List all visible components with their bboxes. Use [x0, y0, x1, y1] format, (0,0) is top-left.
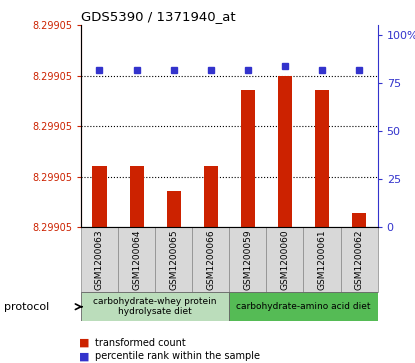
Bar [166, 191, 181, 227]
Text: ■: ■ [79, 338, 89, 348]
Text: transformed count: transformed count [95, 338, 186, 348]
Text: carbohydrate-amino acid diet: carbohydrate-amino acid diet [236, 302, 371, 311]
Text: GSM1200066: GSM1200066 [206, 229, 215, 290]
Text: GSM1200065: GSM1200065 [169, 229, 178, 290]
Bar [155, 227, 192, 292]
Bar [229, 227, 266, 292]
Bar [229, 292, 378, 321]
Bar [192, 227, 229, 292]
Text: carbohydrate-whey protein
hydrolysate diet: carbohydrate-whey protein hydrolysate di… [93, 297, 217, 317]
Bar [241, 90, 255, 227]
Text: GSM1200060: GSM1200060 [281, 229, 289, 290]
Text: GSM1200062: GSM1200062 [354, 229, 364, 290]
Bar [118, 227, 155, 292]
Text: GSM1200064: GSM1200064 [132, 229, 141, 290]
Bar [81, 227, 118, 292]
Bar [352, 213, 366, 227]
Bar [303, 227, 341, 292]
Text: ■: ■ [79, 351, 89, 362]
Bar [204, 167, 218, 227]
Text: GSM1200061: GSM1200061 [317, 229, 327, 290]
Text: GSM1200059: GSM1200059 [243, 229, 252, 290]
Bar [129, 167, 144, 227]
Text: GSM1200063: GSM1200063 [95, 229, 104, 290]
Text: protocol: protocol [4, 302, 49, 312]
Bar [315, 90, 329, 227]
Bar [341, 227, 378, 292]
Bar [93, 167, 107, 227]
Text: percentile rank within the sample: percentile rank within the sample [95, 351, 261, 362]
Bar [278, 76, 292, 227]
Text: GDS5390 / 1371940_at: GDS5390 / 1371940_at [81, 10, 236, 23]
Bar [81, 292, 229, 321]
Bar [266, 227, 303, 292]
